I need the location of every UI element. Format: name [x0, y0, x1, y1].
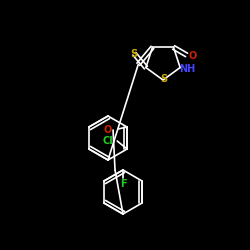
Text: O: O: [188, 51, 197, 61]
Text: NH: NH: [179, 64, 195, 74]
Text: O: O: [104, 125, 112, 135]
Text: Cl: Cl: [103, 136, 114, 146]
Text: F: F: [120, 179, 126, 189]
Text: S: S: [131, 49, 138, 59]
Text: S: S: [160, 74, 168, 84]
